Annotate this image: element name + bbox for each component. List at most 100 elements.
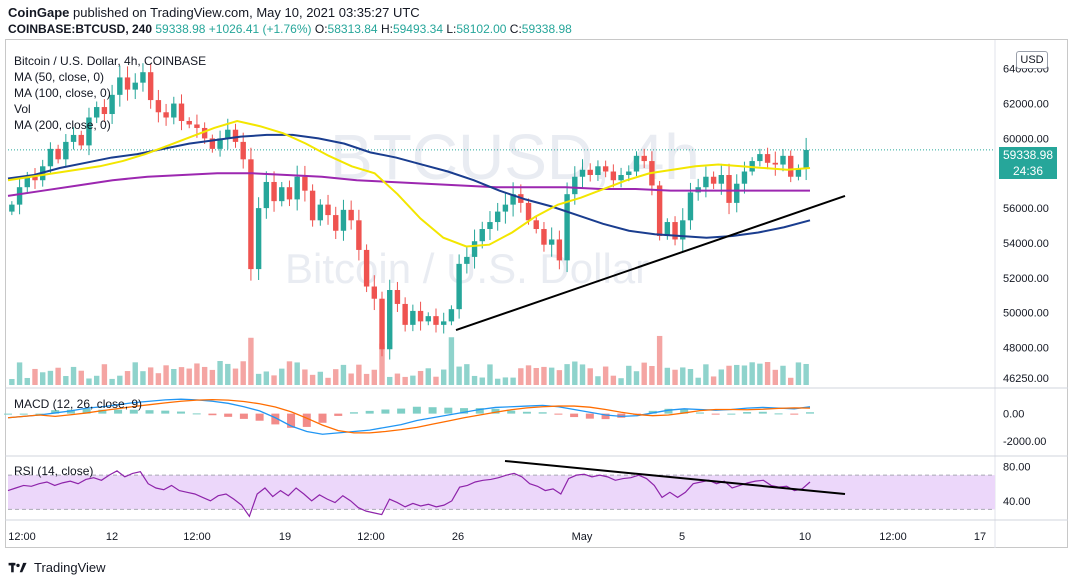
price-tick-label: 46250.00 <box>1003 373 1049 385</box>
volume-bar <box>464 364 470 385</box>
volume-bar <box>772 369 778 385</box>
candle-body <box>610 171 617 181</box>
candle-body <box>70 134 77 142</box>
macd-histogram-bar <box>491 408 500 414</box>
candle-body <box>433 316 439 325</box>
volume-bar <box>703 364 709 385</box>
volume-bar <box>232 368 239 385</box>
candle-body <box>394 290 401 304</box>
candle-body <box>101 107 108 115</box>
price-change: +1026.41 (+1.76%) <box>208 22 312 36</box>
candle-body <box>163 112 169 118</box>
candle-body <box>379 298 385 350</box>
price-tick-label: 56000.00 <box>1003 203 1049 215</box>
candle-body <box>680 220 686 240</box>
candle-body <box>55 148 61 160</box>
time-tick-label: 12:00 <box>879 531 907 543</box>
macd-histogram-bar <box>475 408 484 414</box>
volume-bar <box>641 362 647 385</box>
candle-body <box>140 72 146 83</box>
publisher-line: CoinGape published on TradingView.com, M… <box>8 5 420 20</box>
macd-histogram-bar <box>239 413 248 419</box>
macd-histogram-bar <box>129 409 138 414</box>
candle-body <box>147 72 154 101</box>
candle-body <box>387 290 393 350</box>
macd-histogram-bar <box>161 410 170 414</box>
volume-bar <box>602 366 609 385</box>
candle-body <box>441 321 447 325</box>
candle-body <box>502 204 509 212</box>
volume-bar <box>656 335 663 385</box>
macd-histogram-bar <box>51 410 60 414</box>
volume-bar <box>672 369 678 385</box>
current-price-value: 59338.98 <box>1002 148 1054 162</box>
footer-brand-label: TradingView <box>34 560 106 575</box>
candle-body <box>487 222 493 230</box>
volume-bar <box>471 375 478 385</box>
candle-body <box>201 127 208 139</box>
macd-histogram-bar <box>318 413 327 423</box>
macd-histogram-bar <box>208 413 217 416</box>
volume-bar <box>564 364 570 385</box>
macd-histogram-bar <box>617 413 626 418</box>
candle-body <box>402 303 408 325</box>
volume-bar <box>194 363 200 385</box>
publisher-info: published on TradingView.com, May 10, 20… <box>69 5 420 20</box>
macd-histogram-bar <box>176 411 185 414</box>
bar-countdown: 24:36 <box>1012 164 1044 178</box>
ma50-line <box>7 119 811 248</box>
volume-bar <box>387 376 393 385</box>
macd-histogram-bar <box>334 413 343 416</box>
volume-bar <box>757 363 763 385</box>
footer-brand[interactable]: TradingView <box>8 560 106 575</box>
volume-bar <box>124 371 131 385</box>
volume-bar <box>664 367 671 385</box>
price-tick-label: 48000.00 <box>1003 343 1049 355</box>
volume-bar <box>595 376 601 385</box>
volume-bar <box>749 362 755 385</box>
volume-bar <box>633 371 640 385</box>
volume-bar <box>487 364 493 385</box>
price-tick-label: 62000.00 <box>1003 99 1049 111</box>
volume-bar <box>93 375 100 385</box>
volume-bar <box>317 371 324 385</box>
candle-body <box>294 176 300 200</box>
macd-histogram-bar <box>4 413 12 415</box>
volume-bar <box>209 369 216 385</box>
macd-histogram-bar <box>522 411 531 414</box>
macd-histogram-bar <box>695 412 704 414</box>
time-tick-label: 12 <box>106 531 118 543</box>
macd-histogram-bar <box>460 408 469 414</box>
volume-bar <box>649 365 655 385</box>
volume-bar <box>132 362 138 385</box>
candle-body <box>456 263 462 310</box>
volume-bar <box>425 368 431 385</box>
volume-bar <box>240 361 246 385</box>
time-tick-label: 12:00 <box>183 531 211 543</box>
candle-body <box>363 249 370 287</box>
macd-histogram-bar <box>66 409 75 414</box>
volume-bar <box>610 375 617 385</box>
currency-badge[interactable]: USD <box>1016 51 1048 69</box>
volume-bar <box>140 371 146 385</box>
macd-histogram-bar <box>287 413 296 428</box>
volume-bar <box>417 370 424 385</box>
volume-bar <box>479 377 485 385</box>
macd-histogram-bar <box>82 408 91 414</box>
macd-histogram-bar <box>601 413 610 420</box>
volume-bar <box>680 367 686 385</box>
volume-bar <box>803 363 809 385</box>
macd-histogram-bar <box>98 409 107 414</box>
ma200-line <box>7 172 810 197</box>
volume-bar <box>263 371 270 385</box>
candle-body <box>309 190 316 221</box>
high-value: 59493.34 <box>392 22 444 36</box>
candle-body <box>417 310 424 322</box>
macd-histogram-bar <box>444 407 453 414</box>
candle-body <box>271 181 277 202</box>
legend-ma50: MA (50, close, 0) <box>14 70 105 84</box>
volume-bar <box>788 377 794 385</box>
candle-body <box>448 309 455 322</box>
candle-body <box>587 169 593 176</box>
